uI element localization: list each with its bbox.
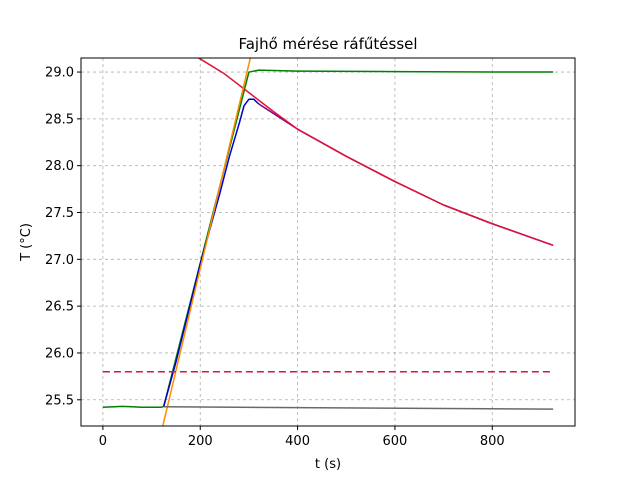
- y-tick-label: 26.0: [45, 346, 74, 361]
- y-tick-label: 28.0: [45, 159, 74, 174]
- series-line-1: [102, 69, 554, 409]
- y-axis: 25.5 26.0 26.5 27.0 27.5 28.0 28.5 29.0: [45, 66, 81, 408]
- plot-frame: [80, 57, 576, 427]
- series-line-5: [162, 58, 252, 426]
- x-tick-label: 0: [99, 434, 107, 449]
- y-tick-label: 29.0: [45, 66, 74, 81]
- x-axis: 0 200 400 600 800: [99, 426, 505, 449]
- y-tick-label: 25.5: [45, 393, 74, 408]
- series-line-7: [163, 406, 554, 410]
- x-tick-label: 600: [383, 434, 408, 449]
- series-layer: [102, 58, 554, 426]
- y-axis-label: T (°C): [19, 223, 34, 262]
- x-axis-label: t (s): [315, 457, 341, 472]
- y-tick-label: 26.5: [45, 300, 74, 315]
- chart-title: Fajhő mérése ráfűtéssel: [238, 35, 417, 53]
- y-tick-label: 28.5: [45, 112, 74, 127]
- y-tick-label: 27.0: [45, 253, 74, 268]
- grid: [81, 58, 575, 426]
- y-tick-label: 27.5: [45, 206, 74, 221]
- series-line-4: [197, 58, 554, 246]
- x-tick-label: 400: [285, 434, 310, 449]
- x-tick-label: 800: [480, 434, 505, 449]
- series-line-2: [163, 98, 260, 407]
- x-tick-label: 200: [188, 434, 213, 449]
